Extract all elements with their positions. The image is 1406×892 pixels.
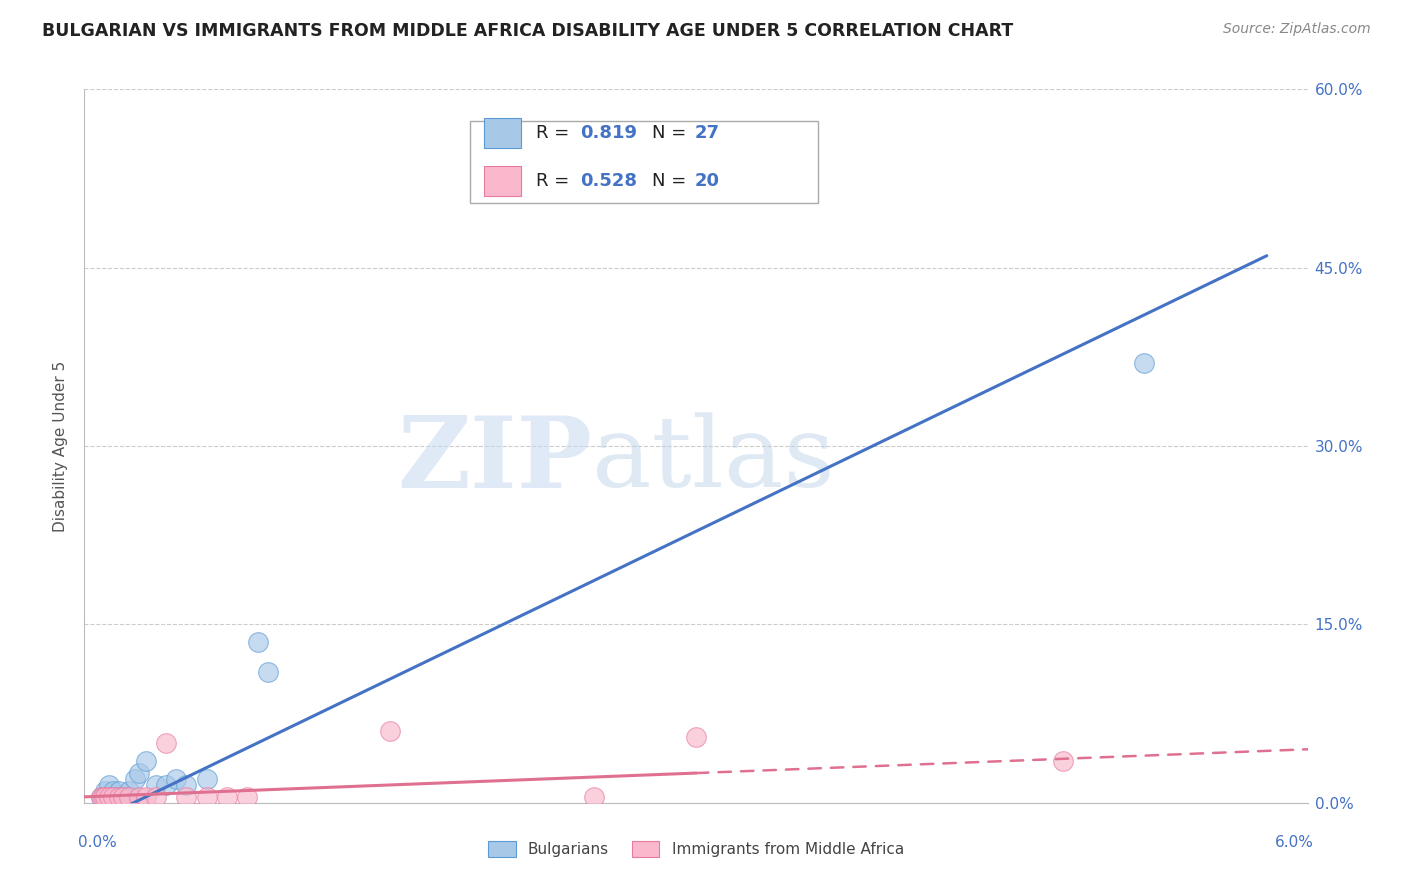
- Point: [195, 772, 218, 786]
- Point: [1052, 754, 1074, 768]
- FancyBboxPatch shape: [484, 119, 522, 148]
- Point: [135, 754, 157, 768]
- Point: [112, 789, 135, 804]
- Point: [145, 778, 167, 792]
- Point: [101, 784, 124, 798]
- Point: [155, 778, 177, 792]
- Text: 27: 27: [695, 125, 720, 143]
- Point: [118, 789, 141, 804]
- Text: 0.0%: 0.0%: [79, 835, 117, 850]
- Point: [174, 778, 197, 792]
- Text: 0.528: 0.528: [579, 172, 637, 190]
- Point: [97, 789, 120, 804]
- Point: [195, 789, 218, 804]
- Point: [145, 789, 167, 804]
- Point: [93, 789, 117, 804]
- Point: [112, 789, 135, 804]
- Text: R =: R =: [536, 172, 575, 190]
- Point: [91, 789, 114, 804]
- Text: N =: N =: [652, 172, 692, 190]
- Text: N =: N =: [652, 125, 692, 143]
- Point: [155, 736, 177, 750]
- Point: [135, 789, 157, 804]
- Y-axis label: Disability Age Under 5: Disability Age Under 5: [53, 360, 69, 532]
- Point: [100, 789, 122, 804]
- Text: R =: R =: [536, 125, 575, 143]
- Point: [128, 789, 150, 804]
- Point: [128, 766, 150, 780]
- FancyBboxPatch shape: [484, 166, 522, 196]
- Point: [583, 789, 606, 804]
- Point: [124, 772, 146, 786]
- Point: [97, 778, 120, 792]
- Point: [96, 789, 118, 804]
- FancyBboxPatch shape: [470, 121, 818, 203]
- Point: [101, 789, 124, 804]
- Point: [108, 789, 131, 804]
- Point: [115, 789, 138, 804]
- Point: [110, 789, 132, 804]
- Point: [93, 789, 117, 804]
- Point: [104, 789, 127, 804]
- Text: 20: 20: [695, 172, 720, 190]
- Text: BULGARIAN VS IMMIGRANTS FROM MIDDLE AFRICA DISABILITY AGE UNDER 5 CORRELATION CH: BULGARIAN VS IMMIGRANTS FROM MIDDLE AFRI…: [42, 22, 1014, 40]
- Point: [91, 789, 114, 804]
- Text: 6.0%: 6.0%: [1275, 835, 1313, 850]
- Point: [217, 789, 239, 804]
- Legend: Bulgarians, Immigrants from Middle Africa: Bulgarians, Immigrants from Middle Afric…: [482, 835, 910, 863]
- Point: [165, 772, 187, 786]
- Point: [685, 731, 707, 745]
- Point: [90, 789, 112, 804]
- Point: [108, 784, 131, 798]
- Point: [105, 789, 128, 804]
- Point: [246, 635, 269, 649]
- Point: [90, 789, 112, 804]
- Text: atlas: atlas: [592, 412, 835, 508]
- Text: 0.819: 0.819: [579, 125, 637, 143]
- Point: [257, 665, 280, 679]
- Point: [236, 789, 259, 804]
- Point: [114, 789, 136, 804]
- Point: [174, 789, 197, 804]
- Point: [380, 724, 402, 739]
- Point: [118, 784, 141, 798]
- Point: [93, 784, 117, 798]
- Text: ZIP: ZIP: [396, 412, 592, 508]
- Text: Source: ZipAtlas.com: Source: ZipAtlas.com: [1223, 22, 1371, 37]
- Point: [1133, 356, 1156, 370]
